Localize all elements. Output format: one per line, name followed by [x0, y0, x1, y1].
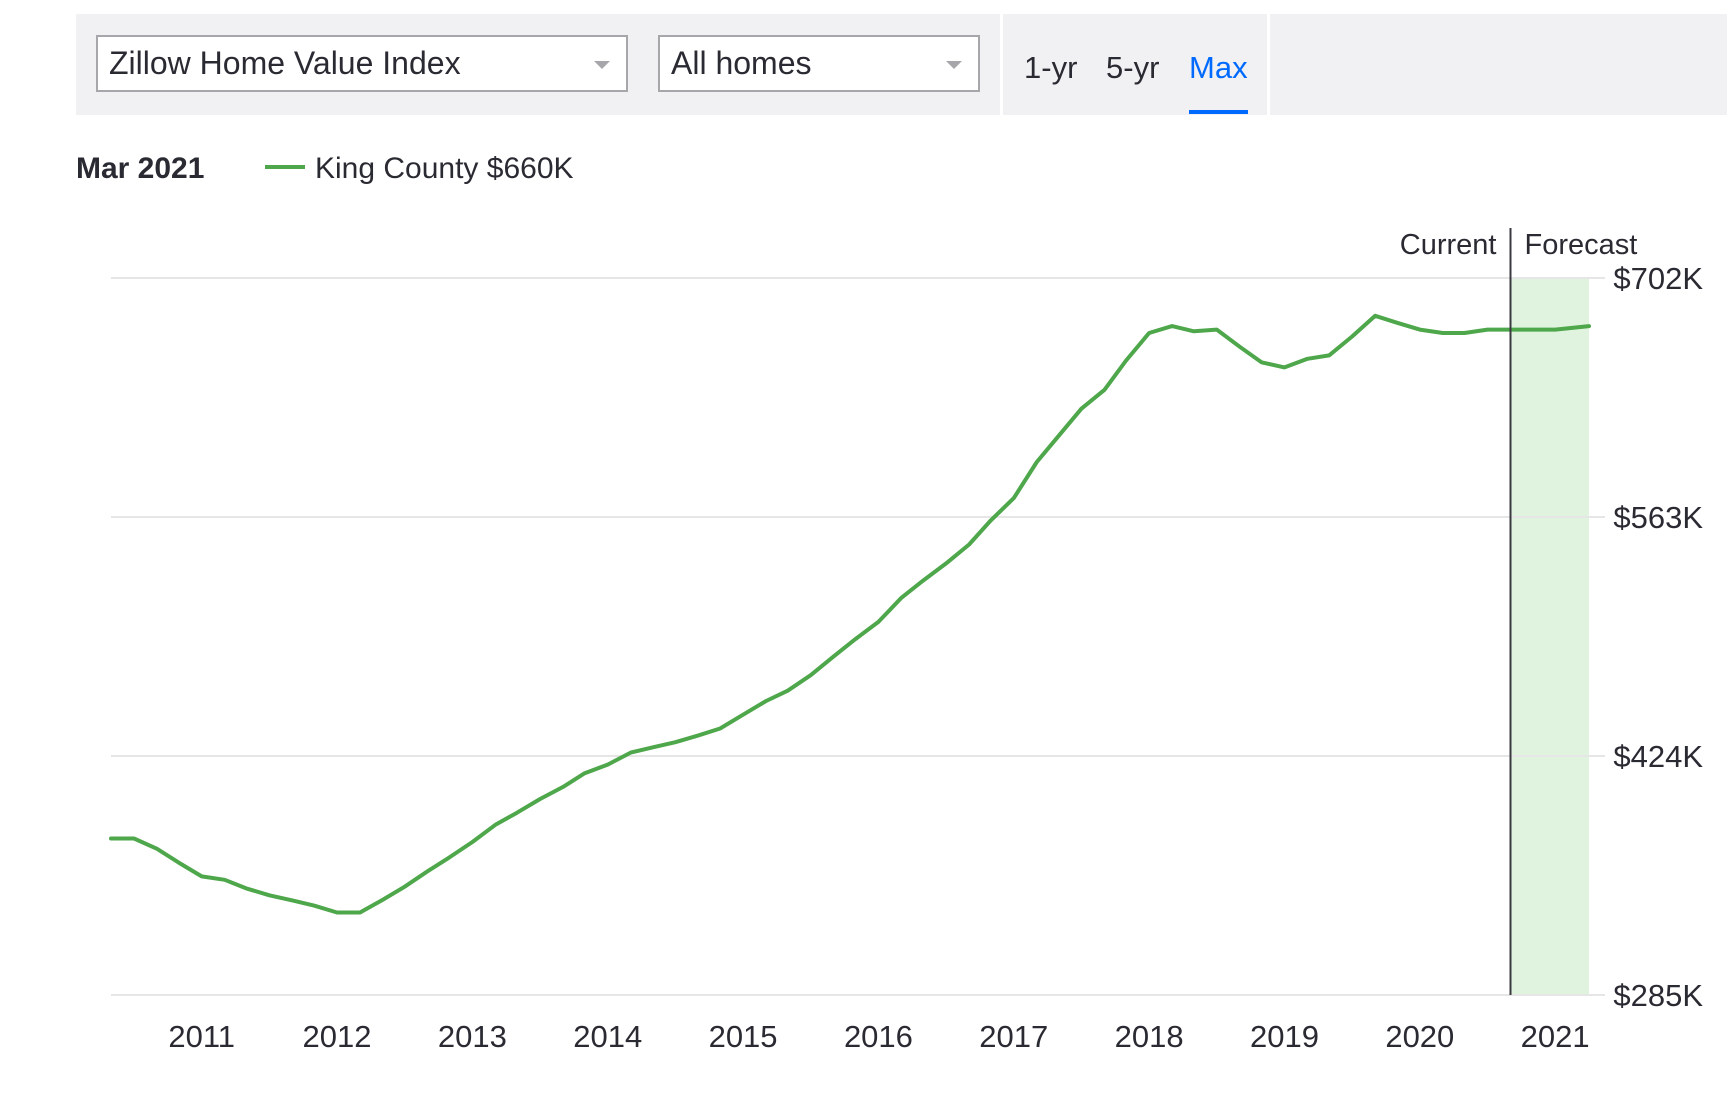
tab-max[interactable]: Max	[1189, 50, 1248, 114]
toolbar-divider	[1267, 14, 1270, 115]
x-tick-label: 2012	[303, 1019, 372, 1054]
legend-item-king-county: King County $660K	[265, 152, 574, 186]
legend-swatch	[265, 165, 305, 170]
x-tick-label: 2021	[1521, 1019, 1590, 1054]
x-tick-label: 2016	[844, 1019, 913, 1054]
chevron-down-icon	[946, 61, 962, 69]
series-line-king-county	[109, 313, 1591, 915]
x-tick-label: 2011	[168, 1019, 235, 1054]
legend-date: Mar 2021	[76, 152, 205, 185]
toolbar-divider	[1000, 14, 1003, 115]
y-tick-label: $285K	[1613, 978, 1703, 1013]
current-label: Current	[1400, 229, 1497, 261]
x-tick-label: 2020	[1385, 1019, 1454, 1054]
tab-5-yr[interactable]: 5-yr	[1106, 50, 1160, 85]
metric-select[interactable]: Zillow Home Value Index	[96, 35, 628, 92]
forecast-region	[1510, 278, 1589, 995]
tab-1-yr[interactable]: 1-yr	[1024, 50, 1078, 85]
legend-item-label: King County $660K	[315, 152, 574, 185]
y-tick-label: $702K	[1613, 261, 1703, 296]
x-tick-label: 2013	[438, 1019, 507, 1054]
y-tick-label: $563K	[1613, 500, 1703, 535]
forecast-label: Forecast	[1524, 229, 1637, 261]
x-tick-label: 2017	[979, 1019, 1048, 1054]
home-type-select[interactable]: All homes	[658, 35, 980, 92]
home-type-select-value: All homes	[671, 45, 812, 81]
x-tick-label: 2019	[1250, 1019, 1319, 1054]
chart-toolbar: Zillow Home Value Index All homes 1-yr 5…	[76, 14, 1727, 115]
metric-select-value: Zillow Home Value Index	[109, 45, 461, 81]
chevron-down-icon	[594, 61, 610, 69]
x-tick-label: 2015	[709, 1019, 778, 1054]
x-tick-label: 2014	[573, 1019, 642, 1054]
y-tick-label: $424K	[1613, 739, 1703, 774]
x-tick-label: 2018	[1115, 1019, 1184, 1054]
